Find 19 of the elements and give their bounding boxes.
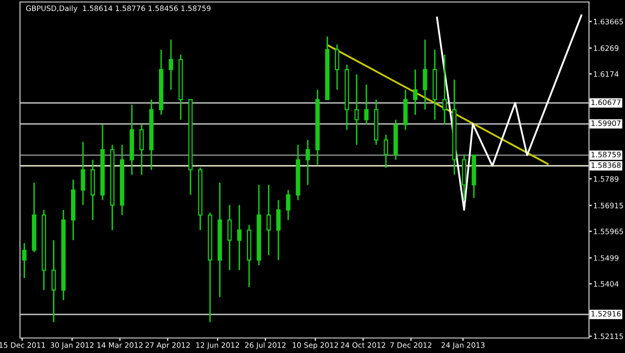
candlestick	[80, 141, 86, 206]
candlestick	[334, 44, 340, 90]
candlestick	[266, 184, 271, 256]
candlestick	[286, 189, 290, 221]
candlestick	[139, 124, 144, 176]
candlestick	[306, 139, 310, 186]
candlestick	[51, 239, 56, 323]
candlestick	[384, 134, 388, 169]
candlestick	[22, 242, 27, 279]
candlestick	[227, 204, 232, 271]
candlestick	[276, 199, 281, 261]
candlestick	[364, 84, 369, 126]
candlestick	[413, 68, 418, 116]
candlestick	[442, 54, 447, 126]
candlestick	[422, 38, 428, 110]
line-series	[436, 14, 582, 211]
candlestick	[354, 74, 359, 146]
candlestick	[237, 204, 242, 271]
candlestick	[168, 38, 174, 90]
